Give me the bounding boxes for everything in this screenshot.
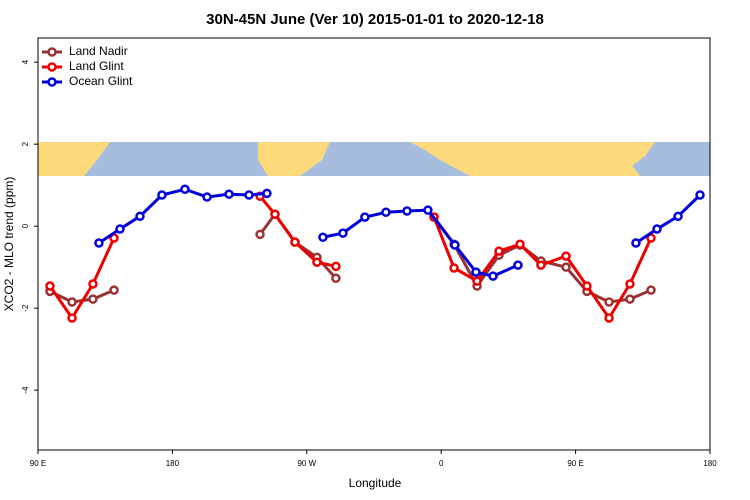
x-tick-label: 90 E: [567, 459, 583, 468]
data-point: [450, 240, 460, 250]
data-point: [338, 228, 348, 238]
data-point: [318, 232, 328, 242]
y-tick-label: 0: [21, 223, 30, 228]
data-point: [561, 262, 571, 272]
data-point: [88, 279, 98, 289]
data-point: [331, 273, 341, 283]
data-point: [360, 212, 370, 222]
data-point: [536, 260, 546, 270]
series: [45, 191, 656, 323]
data-point: [561, 251, 571, 261]
data-point: [224, 189, 234, 199]
data-point: [109, 285, 119, 295]
data-point: [423, 205, 433, 215]
data-point: [471, 267, 481, 277]
x-tick-label: 0: [439, 459, 444, 468]
data-point: [255, 229, 265, 240]
data-point: [331, 261, 341, 272]
data-point: [262, 188, 272, 199]
y-axis-label: XCO2 - MLO trend (ppm): [2, 177, 16, 312]
legend-marker: [47, 77, 57, 87]
data-point: [515, 239, 525, 249]
data-point: [625, 294, 635, 304]
data-point: [381, 207, 391, 217]
x-axis-label: Longitude: [349, 476, 402, 490]
y-tick-label: 2: [21, 141, 30, 146]
data-point: [488, 271, 498, 281]
data-point: [582, 281, 592, 291]
series: [94, 184, 705, 281]
legend-label: Ocean Glint: [69, 74, 133, 88]
x-tick-label: 180: [166, 459, 180, 468]
data-point: [402, 206, 412, 216]
legend-label: Land Nadir: [69, 44, 128, 58]
data-point: [244, 190, 254, 200]
data-point: [290, 237, 300, 247]
data-point: [157, 190, 167, 200]
legend-marker: [47, 47, 57, 57]
legend-label: Land Glint: [69, 59, 124, 73]
data-point: [513, 260, 523, 270]
x-tick-label: 90 W: [297, 459, 316, 468]
data-point: [646, 285, 656, 295]
data-point: [652, 224, 662, 234]
data-point: [449, 263, 459, 273]
data-point: [94, 238, 104, 248]
data-point: [88, 294, 98, 304]
y-tick-label: -2: [21, 304, 30, 312]
data-point: [494, 246, 504, 256]
data-point: [631, 238, 641, 248]
plot-frame: [37, 37, 711, 451]
data-point: [202, 192, 212, 202]
data-point: [312, 257, 322, 267]
legend-marker: [47, 62, 57, 72]
y-tick-label: 4: [21, 59, 30, 64]
x-tick-label: 180: [703, 459, 717, 468]
chart-title: 30N-45N June (Ver 10) 2015-01-01 to 2020…: [206, 11, 544, 28]
data-point: [472, 276, 482, 286]
series-line: [98, 187, 702, 278]
data-point: [45, 281, 55, 291]
data-point: [673, 211, 683, 222]
data-point: [115, 224, 125, 234]
x-tick-label: 90 E: [30, 459, 46, 468]
data-point: [67, 297, 77, 307]
data-point: [625, 279, 635, 289]
y-tick-label: -4: [21, 386, 30, 394]
data-point: [67, 313, 77, 323]
data-point: [135, 211, 145, 222]
data-point: [695, 190, 705, 200]
data-point: [180, 184, 190, 195]
map-band: [38, 142, 710, 176]
data-point: [604, 297, 614, 307]
data-point: [270, 209, 280, 220]
data-point: [604, 313, 614, 323]
